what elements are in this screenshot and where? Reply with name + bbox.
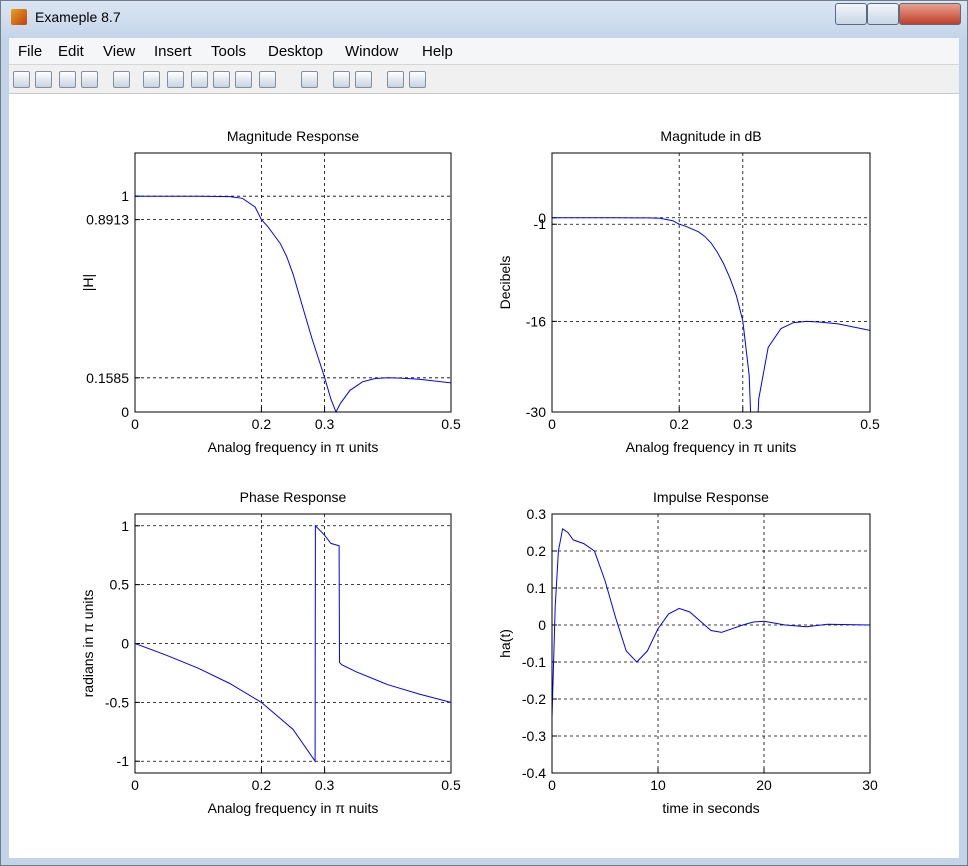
menu-item[interactable]: File	[18, 43, 43, 60]
toolbar-button[interactable]	[409, 71, 426, 88]
line-series	[552, 217, 870, 412]
y-tick-label: -0.2	[522, 691, 546, 707]
toolbar-button[interactable]	[333, 71, 350, 88]
x-tick-label: 0	[131, 777, 139, 793]
close-button[interactable]	[899, 3, 961, 25]
y-tick-label: 0	[121, 636, 129, 652]
axes-background	[552, 153, 870, 412]
y-tick-label: -0.4	[522, 765, 546, 781]
y-tick-label: 1	[121, 518, 129, 534]
x-tick-label: 20	[756, 777, 772, 793]
toolbar	[9, 65, 959, 94]
toolbar-button[interactable]	[59, 71, 76, 88]
x-tick-label: 0.5	[441, 416, 461, 432]
toolbar-button[interactable]	[13, 71, 30, 88]
y-tick-label: 0	[538, 617, 546, 633]
axes-box	[134, 152, 452, 413]
toolbar-button[interactable]	[235, 71, 252, 88]
y-tick-label: 0.2	[527, 543, 547, 559]
x-tick-label: 10	[650, 777, 666, 793]
x-tick-label: 30	[862, 777, 878, 793]
toolbar-button[interactable]	[213, 71, 230, 88]
y-tick-label: -0.5	[105, 694, 129, 710]
y-tick-label: 0	[121, 404, 129, 420]
menu-item[interactable]: Desktop	[268, 43, 324, 60]
line-series	[552, 527, 870, 718]
x-tick-label: 0.2	[252, 777, 272, 793]
x-tick-label: 0.3	[315, 416, 335, 432]
y-axis-label: radians in π units	[80, 590, 96, 698]
x-tick-label: 0.5	[860, 416, 880, 432]
chart-title: Impulse Response	[653, 489, 769, 505]
window-title: Exameple 8.7	[35, 9, 121, 25]
axes-box	[551, 152, 871, 413]
x-tick-label: 0.3	[315, 777, 335, 793]
x-tick-label: 0	[548, 777, 556, 793]
y-tick-label: -30	[526, 404, 546, 420]
menu-item[interactable]: Help	[422, 43, 453, 60]
toolbar-button[interactable]	[35, 71, 52, 88]
menu-item[interactable]: Edit	[58, 43, 84, 60]
y-tick-label: -0.3	[522, 728, 546, 744]
toolbar-button[interactable]	[191, 71, 208, 88]
title-bar: Exameple 8.7	[1, 1, 967, 33]
y-tick-label: 0.5	[110, 577, 130, 593]
figure: 0 0.2 0.3 0.5 0 0.1585 0.8913 1 Magnitude Respon…	[80, 128, 880, 816]
x-tick-label: 0.5	[441, 777, 461, 793]
toolbar-button[interactable]	[355, 71, 372, 88]
menu-bar: File Edit View Insert Tools Desktop Window Help	[9, 38, 959, 65]
toolbar-button[interactable]	[387, 71, 404, 88]
x-axis-label: Analog frequency in π nuits	[208, 800, 379, 816]
toolbar-button[interactable]	[81, 71, 98, 88]
y-tick-label: 0	[538, 210, 546, 226]
y-tick-label: 0.8913	[86, 212, 129, 228]
y-tick-label: -1	[534, 216, 547, 232]
y-tick-label: -16	[526, 313, 546, 329]
y-tick-label: 0.3	[527, 506, 547, 522]
menu-item[interactable]: View	[103, 43, 136, 60]
y-tick-label: 0.1585	[86, 370, 129, 386]
toolbar-button[interactable]	[167, 71, 184, 88]
toolbar-button[interactable]	[301, 71, 318, 88]
line-series	[135, 524, 451, 763]
y-axis-label: |H|	[80, 274, 96, 291]
x-axis-label: Analog frequency in π units	[208, 439, 379, 455]
axes-background	[135, 153, 451, 412]
axes-box	[134, 513, 452, 774]
x-axis-label: Analog frequency in π units	[626, 439, 797, 455]
minimize-button[interactable]	[835, 3, 867, 25]
menu-item[interactable]: Tools	[211, 43, 247, 60]
toolbar-button[interactable]	[143, 71, 160, 88]
maximize-button[interactable]	[867, 3, 899, 25]
y-axis-label: Decibels	[497, 256, 513, 310]
x-tick-label: 0.3	[733, 416, 753, 432]
y-tick-label: -1	[117, 753, 130, 769]
toolbar-button[interactable]	[259, 71, 276, 88]
menu-item[interactable]: Window	[345, 43, 399, 60]
chart-title: Phase Response	[240, 489, 347, 505]
y-tick-label: -0.1	[522, 654, 546, 670]
x-tick-label: 0.2	[669, 416, 689, 432]
y-tick-label: 1	[121, 188, 129, 204]
chart-title: Magnitude Response	[227, 128, 360, 144]
x-tick-label: 0.2	[252, 416, 272, 432]
toolbar-button[interactable]	[113, 71, 130, 88]
x-tick-label: 0	[131, 416, 139, 432]
chart-title: Magnitude in dB	[660, 128, 761, 144]
figure-area: 0 0.2 0.3 0.5 0 0.1585 0.8913 1 Magnitude Respon…	[9, 94, 959, 858]
x-tick-label: 0	[548, 416, 556, 432]
axes-box	[551, 513, 871, 774]
app-icon	[11, 9, 27, 25]
y-axis-label: ha(t)	[497, 629, 513, 658]
x-axis-label: time in seconds	[662, 800, 759, 816]
y-tick-label: 0.1	[527, 580, 547, 596]
line-series	[135, 195, 451, 412]
axes-background	[552, 514, 870, 773]
menu-item[interactable]: Insert	[154, 43, 192, 60]
